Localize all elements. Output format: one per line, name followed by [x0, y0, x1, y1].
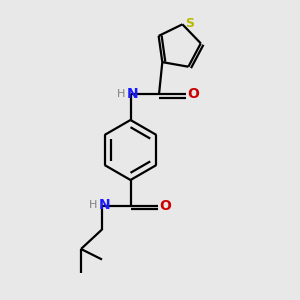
Text: S: S: [185, 16, 194, 30]
Text: N: N: [127, 87, 139, 101]
Text: H: H: [117, 89, 126, 99]
Text: O: O: [187, 88, 199, 101]
Text: N: N: [99, 198, 110, 212]
Text: H: H: [89, 200, 97, 210]
Text: O: O: [159, 199, 171, 212]
